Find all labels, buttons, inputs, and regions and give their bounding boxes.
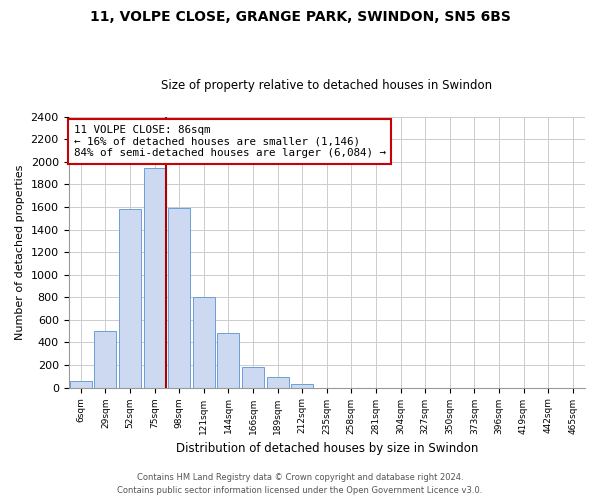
Bar: [70, 382, 92, 388]
Text: 11, VOLPE CLOSE, GRANGE PARK, SWINDON, SN5 6BS: 11, VOLPE CLOSE, GRANGE PARK, SWINDON, S…: [89, 10, 511, 24]
Bar: [193, 298, 215, 388]
Bar: [242, 366, 264, 388]
Title: Size of property relative to detached houses in Swindon: Size of property relative to detached ho…: [161, 79, 493, 92]
Bar: [266, 377, 289, 388]
Bar: [119, 210, 141, 388]
X-axis label: Distribution of detached houses by size in Swindon: Distribution of detached houses by size …: [176, 442, 478, 455]
Y-axis label: Number of detached properties: Number of detached properties: [15, 164, 25, 340]
Text: Contains HM Land Registry data © Crown copyright and database right 2024.
Contai: Contains HM Land Registry data © Crown c…: [118, 474, 482, 495]
Bar: [143, 168, 166, 388]
Bar: [168, 208, 190, 388]
Bar: [94, 331, 116, 388]
Bar: [217, 334, 239, 388]
Bar: [291, 384, 313, 388]
Text: 11 VOLPE CLOSE: 86sqm
← 16% of detached houses are smaller (1,146)
84% of semi-d: 11 VOLPE CLOSE: 86sqm ← 16% of detached …: [74, 125, 386, 158]
